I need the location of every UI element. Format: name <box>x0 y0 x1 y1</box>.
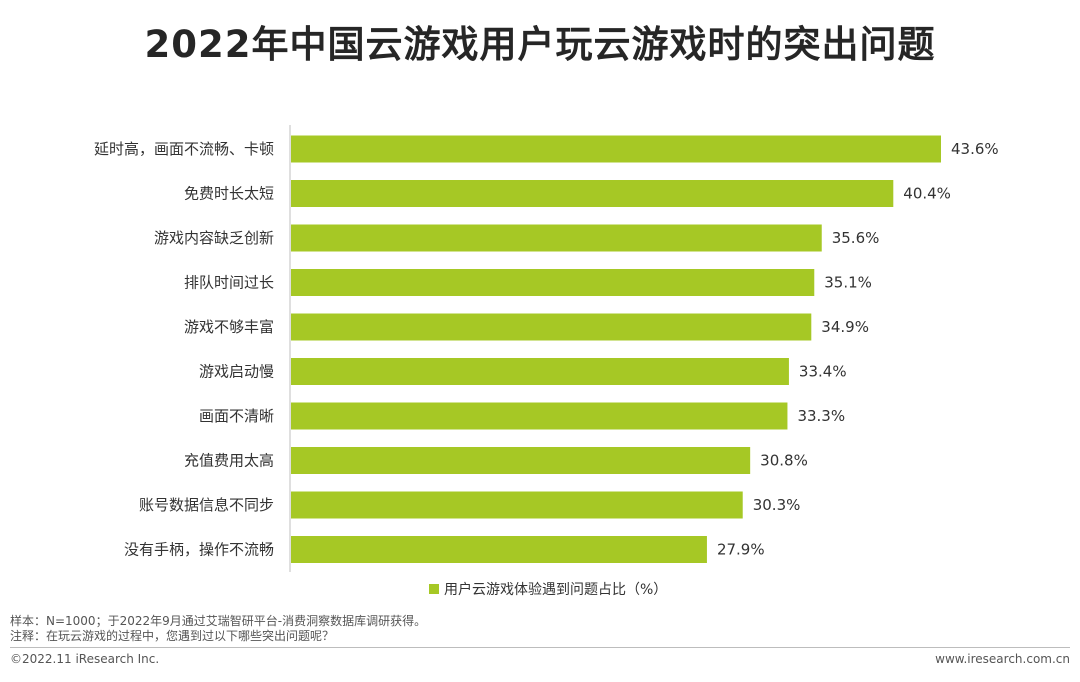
bar <box>291 358 789 385</box>
category-label: 延时高，画面不流畅、卡顿 <box>94 140 274 158</box>
legend-label: 用户云游戏体验遇到问题占比（%） <box>444 581 667 598</box>
category-label: 免费时长太短 <box>184 185 274 203</box>
category-label: 没有手柄，操作不流畅 <box>124 541 274 559</box>
comment-note: 注释：在玩云游戏的过程中，您遇到过以下哪些突出问题呢？ <box>10 629 335 643</box>
category-label: 画面不清晰 <box>199 407 274 425</box>
value-label: 30.3% <box>753 496 801 514</box>
bar <box>291 224 822 252</box>
bar <box>291 313 812 341</box>
chart-title: 2022年中国云游戏用户玩云游戏时的突出问题 <box>144 23 936 66</box>
bar <box>291 447 751 474</box>
sample-note: 样本：N=1000；于2022年9月通过艾瑞智研平台-消费洞察数据库调研获得。 <box>10 614 427 628</box>
category-label: 排队时间过长 <box>184 274 274 292</box>
legend-swatch <box>429 584 439 594</box>
bar-chart: 延时高，画面不流畅、卡顿 43.6% 免费时长太短 40.4% 游戏内容缺乏创新 35.6… <box>94 125 999 598</box>
copyright-text: ©2022.11 iResearch Inc. <box>10 652 160 666</box>
value-label: 34.9% <box>821 318 869 336</box>
category-label: 游戏内容缺乏创新 <box>154 229 274 247</box>
bar <box>291 180 894 207</box>
value-label: 35.1% <box>824 274 872 292</box>
website-text: www.iresearch.com.cn <box>935 652 1070 666</box>
bar <box>291 402 788 430</box>
legend: 用户云游戏体验遇到问题占比（%） <box>429 581 667 598</box>
category-label: 充值费用太高 <box>184 452 274 470</box>
bar <box>291 536 707 563</box>
value-label: 35.6% <box>832 229 880 247</box>
category-label: 账号数据信息不同步 <box>139 496 274 514</box>
bar <box>291 135 941 163</box>
value-label: 30.8% <box>760 452 808 470</box>
value-label: 33.3% <box>797 407 845 425</box>
category-label: 游戏不够丰富 <box>184 318 274 336</box>
value-label: 43.6% <box>951 140 999 158</box>
footer-divider <box>10 647 1070 648</box>
bar <box>291 269 815 296</box>
category-label: 游戏启动慢 <box>199 363 274 381</box>
value-label: 40.4% <box>903 185 951 203</box>
value-label: 33.4% <box>799 363 847 381</box>
value-label: 27.9% <box>717 541 765 559</box>
bar <box>291 491 743 519</box>
